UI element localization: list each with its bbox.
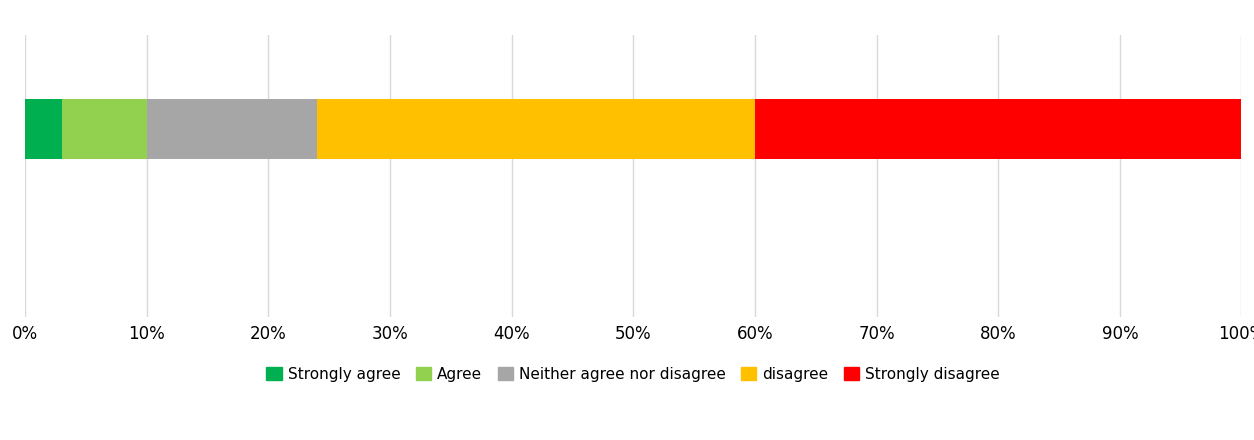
Legend: Strongly agree, Agree, Neither agree nor disagree, disagree, Strongly disagree: Strongly agree, Agree, Neither agree nor…	[261, 361, 1006, 388]
Bar	[147, 99, 317, 159]
Bar	[317, 99, 755, 159]
Bar	[755, 99, 1241, 159]
Bar	[61, 99, 147, 159]
Bar	[25, 99, 61, 159]
